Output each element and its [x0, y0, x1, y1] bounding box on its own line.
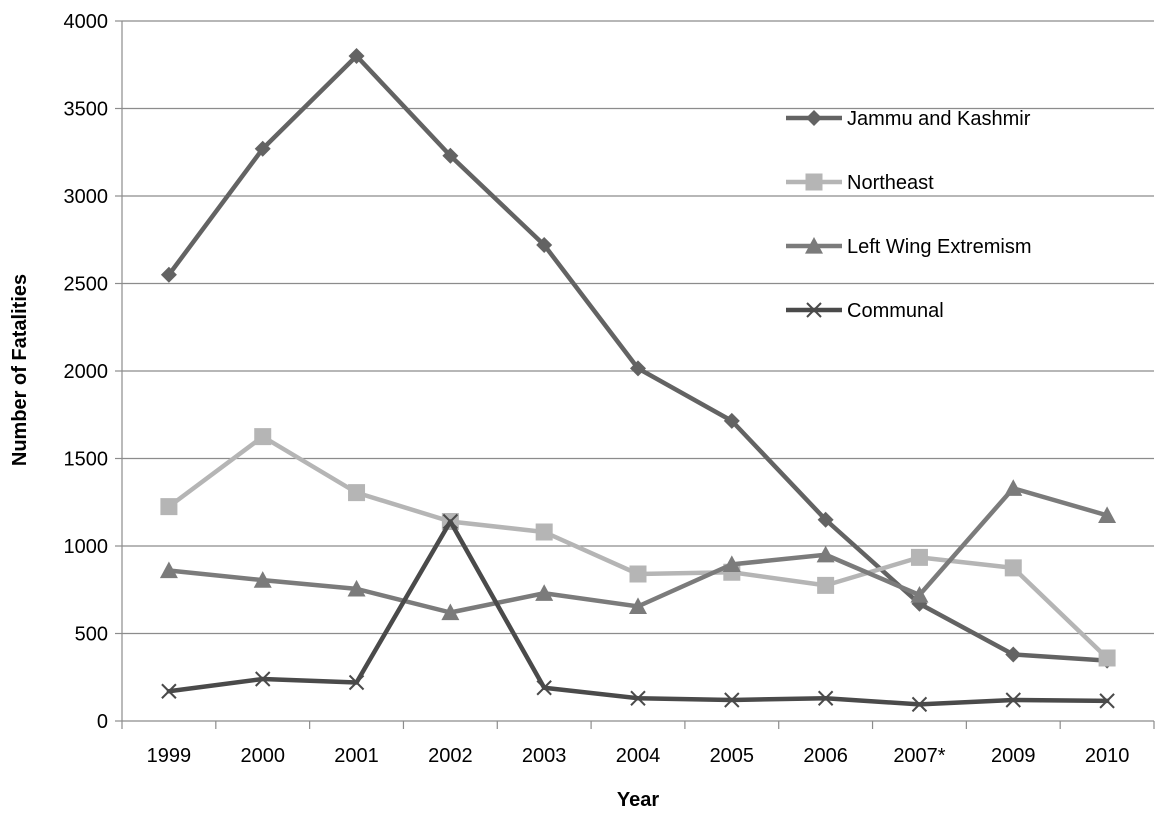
data-point	[817, 576, 835, 594]
data-point	[817, 690, 834, 706]
legend-label: Northeast	[847, 172, 934, 194]
data-point	[535, 523, 553, 541]
data-point	[348, 484, 366, 502]
data-point	[253, 571, 272, 588]
x-tick-label: 2001	[334, 745, 379, 767]
series-line	[166, 434, 1110, 661]
data-point	[724, 692, 740, 708]
tick-labels: 0 500 1000 1500 2000 2500 3000 3500 4000 1999 2000…	[64, 11, 1130, 767]
legend-label: Communal	[847, 300, 944, 322]
marker-stroke	[806, 302, 822, 318]
legend-marker	[806, 110, 822, 126]
x-tick-label: 2005	[710, 745, 755, 767]
y-tick-label: 1000	[64, 536, 109, 558]
data-point	[441, 603, 460, 621]
data-point	[442, 513, 459, 530]
data-point	[1004, 559, 1022, 577]
y-tick-label: 2500	[64, 274, 109, 296]
legend-item: Communal	[786, 300, 944, 322]
marker-stroke	[536, 680, 552, 696]
data-point	[161, 683, 177, 699]
marker-stroke	[161, 683, 177, 699]
axes	[115, 20, 1155, 729]
data-point	[1005, 646, 1022, 663]
marker-stroke	[1099, 693, 1115, 709]
data-point	[910, 548, 928, 566]
data-point	[816, 545, 835, 563]
legend: Jammu and Kashmir Northeast Left Wing Extr…	[786, 108, 1031, 322]
series-communal	[161, 513, 1115, 713]
series-left-wing-extremism	[159, 479, 1117, 621]
data-point	[535, 584, 554, 601]
legend-marker	[805, 173, 823, 191]
legend-marker	[806, 302, 822, 318]
legend-marker	[805, 237, 823, 254]
data-point	[442, 147, 459, 164]
x-tick-label: 2002	[428, 745, 473, 767]
data-point	[722, 555, 741, 573]
legend-item: Jammu and Kashmir	[786, 108, 1031, 130]
data-point	[160, 498, 178, 516]
y-tick-label: 4000	[64, 11, 109, 33]
data-point	[630, 690, 646, 706]
marker-stroke	[911, 696, 928, 713]
data-point	[254, 140, 271, 157]
marker-stroke	[1005, 692, 1021, 708]
data-point	[629, 597, 647, 615]
data-point	[1099, 693, 1115, 709]
data-point	[723, 412, 740, 429]
y-tick-label: 0	[97, 711, 108, 733]
x-tick-label: 2009	[991, 745, 1036, 767]
x-tick-label: 2003	[522, 745, 567, 767]
data-point	[159, 561, 178, 579]
data-point	[348, 674, 365, 691]
x-tick-label: 2000	[240, 745, 285, 767]
series-line	[166, 486, 1110, 615]
data-point	[1004, 479, 1023, 496]
data-point	[1098, 649, 1116, 667]
series-lines	[159, 48, 1117, 713]
data-point	[817, 511, 834, 528]
x-tick-label: 1999	[147, 745, 192, 767]
data-point	[1098, 506, 1117, 524]
x-tick-label: 2010	[1085, 745, 1130, 767]
x-axis-title: Year	[617, 789, 659, 811]
legend-label: Jammu and Kashmir	[847, 108, 1031, 130]
x-tick-label: 2006	[803, 745, 848, 767]
marker-stroke	[724, 692, 740, 708]
data-point	[255, 671, 271, 687]
data-point	[348, 48, 365, 64]
data-point	[910, 586, 929, 603]
y-tick-label: 3500	[64, 99, 109, 121]
gridlines	[122, 20, 1154, 635]
x-tick-label: 2004	[616, 745, 661, 767]
data-point	[630, 360, 646, 377]
marker-stroke	[348, 674, 365, 691]
series-jammu-and-kashmir	[160, 48, 1116, 669]
x-tick-label: 2007*	[893, 745, 945, 767]
legend-item: Northeast	[786, 172, 934, 194]
data-point	[160, 266, 177, 283]
data-point	[1005, 692, 1021, 708]
marker-stroke	[255, 671, 271, 687]
legend-item: Left Wing Extremism	[786, 236, 1031, 258]
data-point	[536, 680, 552, 696]
data-point	[254, 428, 272, 446]
y-tick-label: 2000	[64, 361, 109, 383]
marker-stroke	[442, 513, 459, 530]
y-tick-label: 3000	[64, 186, 109, 208]
y-tick-label: 1500	[64, 449, 109, 471]
data-point	[536, 237, 553, 253]
marker-stroke	[817, 690, 834, 706]
data-point	[911, 696, 928, 713]
data-point	[347, 579, 366, 597]
data-point	[629, 565, 647, 583]
marker-stroke	[630, 690, 646, 706]
y-tick-label: 500	[75, 624, 108, 646]
y-axis-title: Number of Fatalities	[9, 274, 31, 466]
legend-label: Left Wing Extremism	[847, 236, 1031, 258]
